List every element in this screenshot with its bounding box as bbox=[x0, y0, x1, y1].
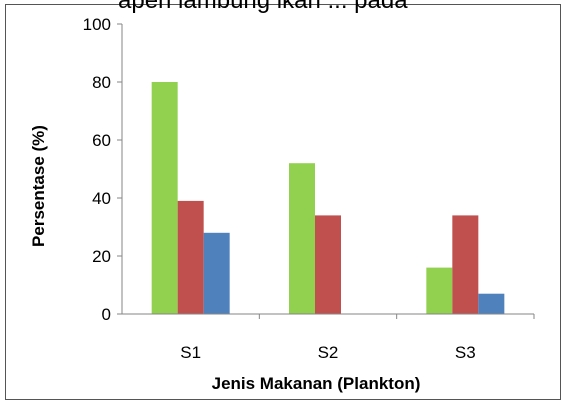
y-tick-label: 0 bbox=[102, 305, 111, 324]
bar-s2-series-2 bbox=[315, 215, 341, 314]
bar-s1-series-1 bbox=[151, 82, 178, 314]
x-tick-label: S2 bbox=[318, 343, 339, 362]
y-tick-label: 80 bbox=[92, 73, 111, 92]
axis-layer bbox=[121, 24, 534, 315]
chart-border bbox=[5, 4, 561, 400]
bar-s3-series-3 bbox=[478, 293, 505, 314]
bar-s3-series-2 bbox=[452, 215, 479, 314]
x-tick-label: S1 bbox=[180, 343, 201, 362]
top-caption: apen lambung ikan ... pada bbox=[118, 0, 408, 14]
bar-layer bbox=[151, 82, 505, 314]
y-tick-label: 20 bbox=[92, 247, 111, 266]
y-tick-label: 40 bbox=[92, 189, 111, 208]
bar-s1-series-2 bbox=[177, 200, 204, 314]
tick-layer: 0 20 40 60 80 100 S1 S2 S3 bbox=[83, 15, 535, 362]
y-tick-label: 100 bbox=[83, 15, 111, 34]
x-tick-label: S3 bbox=[455, 343, 476, 362]
bar-s2-series-1 bbox=[289, 163, 315, 314]
bar-s1-series-3 bbox=[203, 232, 230, 314]
x-axis-title: Jenis Makanan (Plankton) bbox=[212, 374, 421, 393]
bar-s3-series-1 bbox=[426, 267, 453, 314]
y-tick-label: 60 bbox=[92, 131, 111, 150]
y-axis-title: Persentase (%) bbox=[29, 125, 48, 247]
